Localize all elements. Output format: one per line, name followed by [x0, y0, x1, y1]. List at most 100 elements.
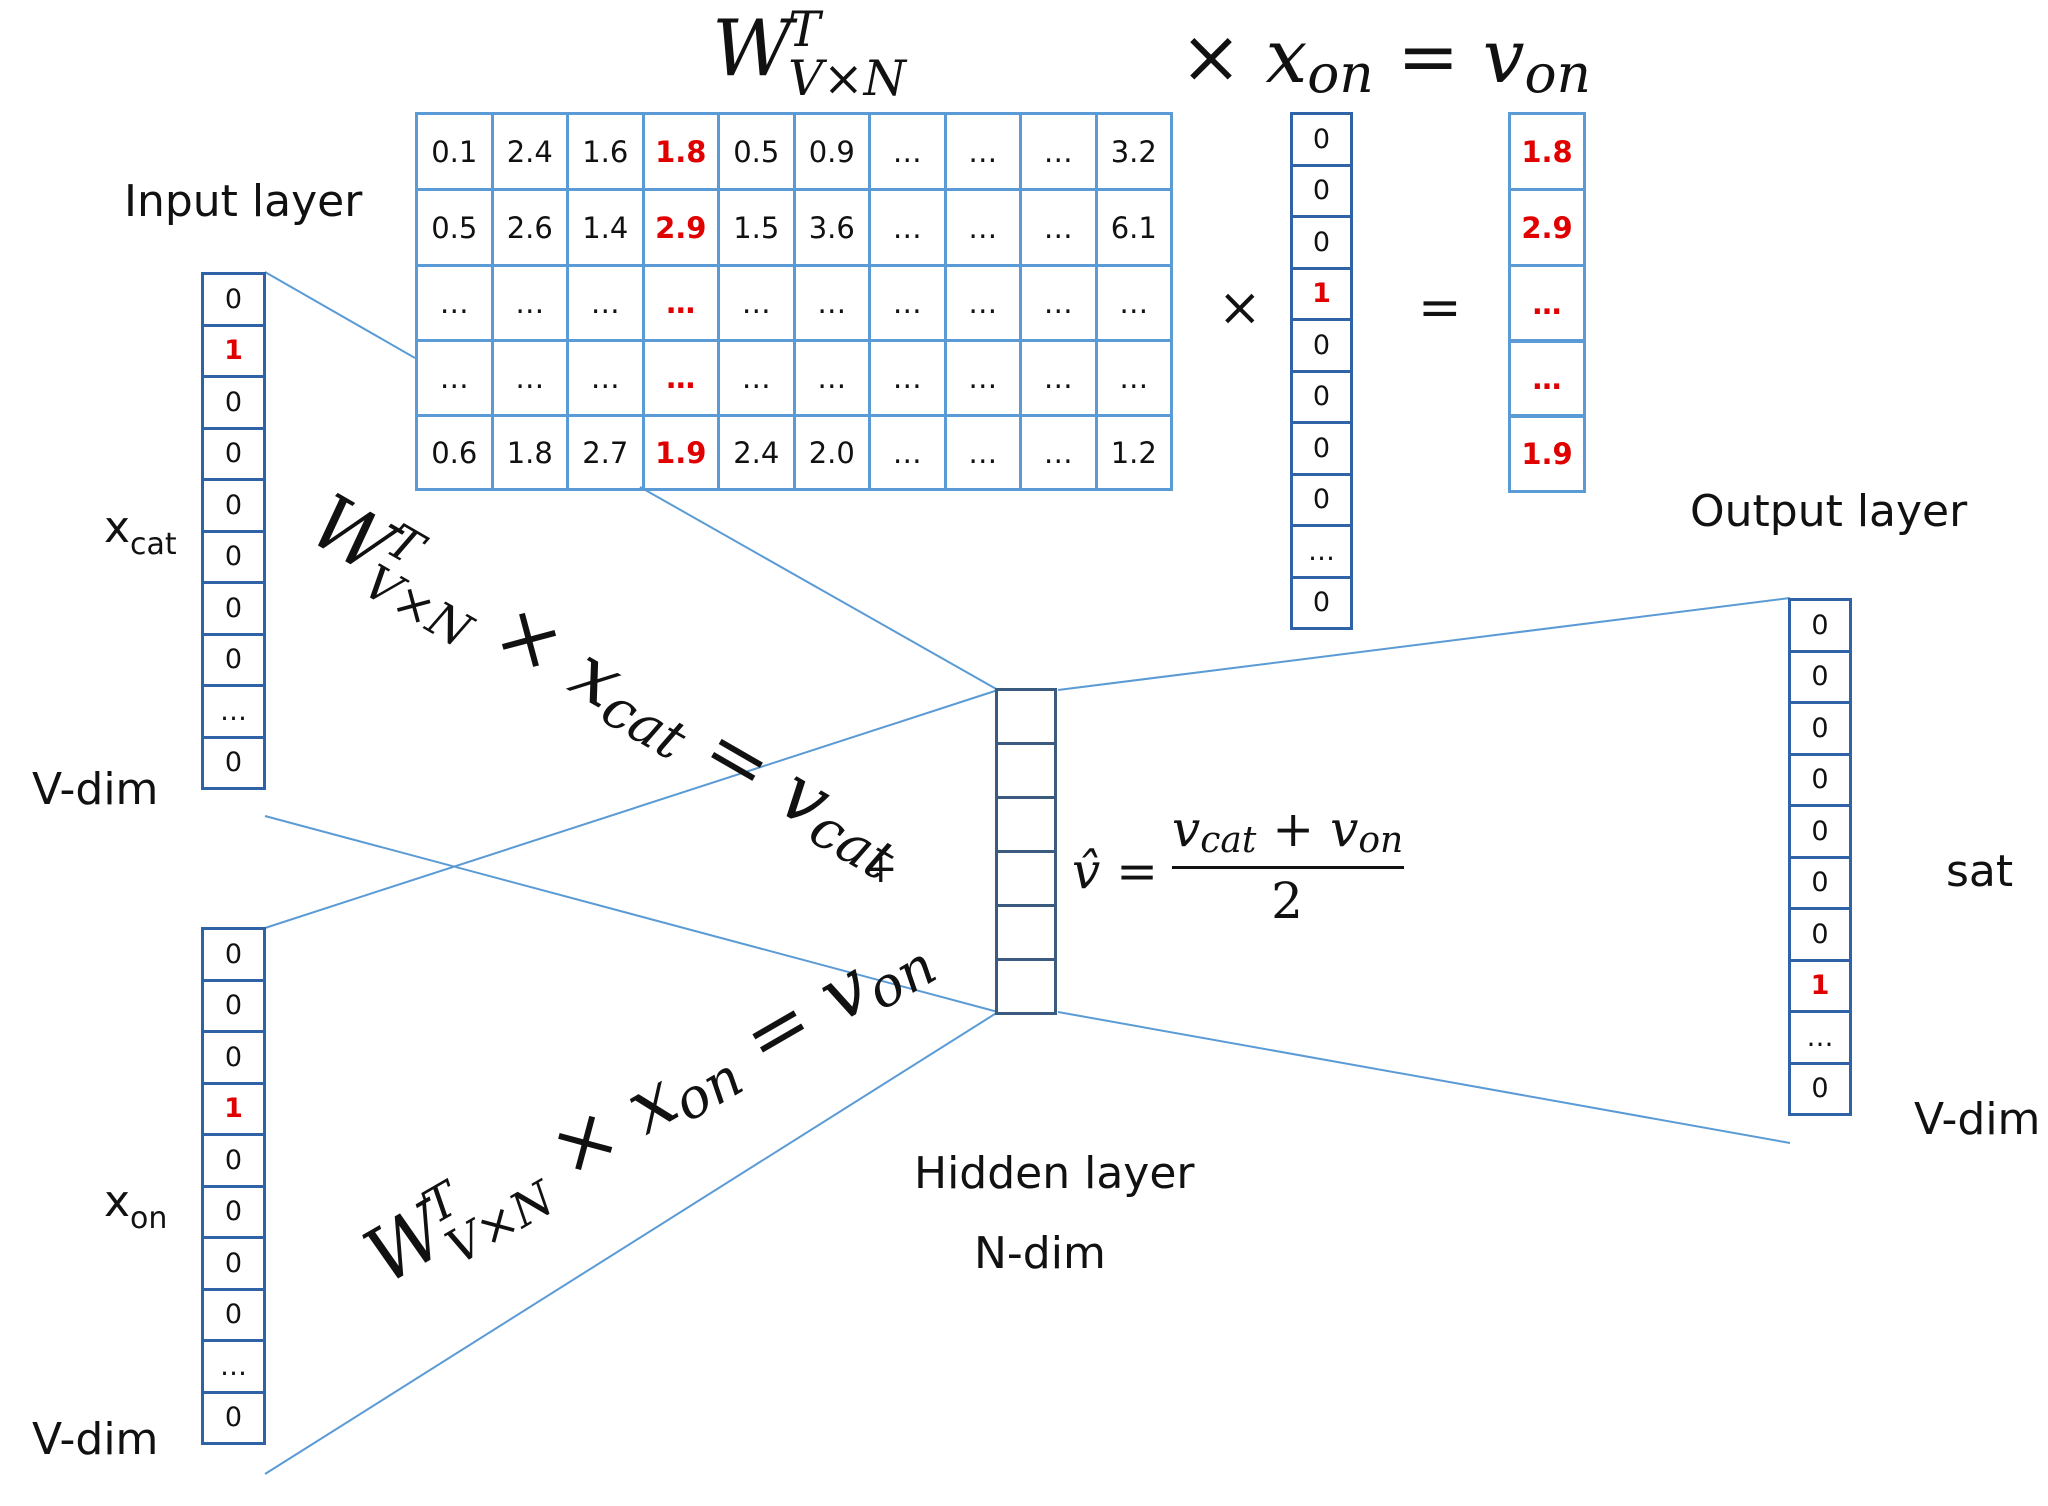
matrix-cell: 0.1 — [415, 112, 494, 191]
matrix-cell: … — [415, 264, 494, 342]
result-cell: 1.9 — [1508, 414, 1586, 493]
hidden-cell — [995, 904, 1057, 961]
matrix-cell: 2.7 — [566, 414, 645, 491]
n-dim-label: N-dim — [974, 1228, 1106, 1279]
v-dim-label-cat: V-dim — [32, 764, 159, 815]
matrix-cell: … — [490, 264, 569, 342]
matrix-cell: 3.6 — [792, 188, 871, 267]
output-cell: 0 — [1788, 907, 1852, 962]
input-layer-label: Input layer — [124, 176, 363, 227]
x-on-cell: 0 — [201, 1236, 266, 1291]
output-cell: … — [1788, 1010, 1852, 1065]
connector-line — [1057, 1011, 1791, 1144]
connector-line — [1057, 597, 1791, 691]
matrix-title: W T V×N — [712, 2, 906, 107]
matrix-cell: … — [566, 264, 645, 342]
output-word-label: sat — [1946, 846, 2014, 897]
matrix-cell: 1.5 — [717, 188, 796, 267]
matrix-cell: … — [943, 188, 1022, 267]
result-cell: 2.9 — [1508, 188, 1586, 267]
matrix-cell: 1.4 — [566, 188, 645, 267]
x-on-label: xon — [104, 1176, 168, 1236]
connector-line — [264, 689, 999, 929]
x-cat-cell: 0 — [201, 478, 266, 533]
x-on-cell: … — [201, 1339, 266, 1394]
x-on-cell: 0 — [201, 1390, 266, 1445]
connector-line — [264, 1011, 999, 1475]
matrix-cell: … — [868, 339, 947, 417]
output-cell: 1 — [1788, 958, 1852, 1013]
matrix-cell: 0.5 — [717, 112, 796, 191]
x-on-top-cell: 0 — [1290, 112, 1353, 167]
matrix-cell: 1.9 — [641, 414, 720, 491]
top-equation: × xon = von — [1180, 14, 1591, 105]
output-cell: 0 — [1788, 804, 1852, 859]
connector-line — [639, 486, 999, 691]
matrix-cell: … — [1094, 264, 1173, 342]
x-on-cell: 0 — [201, 1030, 266, 1085]
matrix-cell: … — [717, 339, 796, 417]
matrix-cell: … — [415, 339, 494, 417]
x-on-top-cell: 0 — [1290, 318, 1353, 373]
matrix-cell: 6.1 — [1094, 188, 1173, 267]
x-on-cell: 0 — [201, 1184, 266, 1239]
output-layer-label: Output layer — [1690, 486, 1968, 537]
output-cell: 0 — [1788, 649, 1852, 704]
hidden-cell — [995, 958, 1057, 1015]
x-on-top-cell: 0 — [1290, 575, 1353, 630]
x-on-top-cell: 0 — [1290, 421, 1353, 476]
matrix-cell: … — [717, 264, 796, 342]
x-cat-cell: 0 — [201, 735, 266, 790]
multiply-symbol: × — [1218, 278, 1262, 338]
x-cat-cell: 1 — [201, 323, 266, 378]
matrix-cell: … — [868, 414, 947, 491]
x-on-top-cell: … — [1290, 524, 1353, 579]
x-on-top-cell: 0 — [1290, 163, 1353, 218]
x-on-cell: 0 — [201, 1287, 266, 1342]
matrix-cell: … — [1019, 188, 1098, 267]
matrix-cell: 0.5 — [415, 188, 494, 267]
result-cell: … — [1508, 264, 1586, 343]
matrix-cell: … — [868, 188, 947, 267]
matrix-cell: 2.6 — [490, 188, 569, 267]
matrix-cell: 1.2 — [1094, 414, 1173, 491]
matrix-cell: 0.6 — [415, 414, 494, 491]
matrix-cell: 3.2 — [1094, 112, 1173, 191]
x-on-top-cell: 0 — [1290, 369, 1353, 424]
matrix-cell: … — [943, 414, 1022, 491]
matrix-cell: 1.8 — [641, 112, 720, 191]
matrix-cell: … — [943, 339, 1022, 417]
matrix-cell: … — [1019, 264, 1098, 342]
matrix-cell: 1.8 — [490, 414, 569, 491]
x-on-cell: 0 — [201, 927, 266, 982]
matrix-cell: … — [792, 339, 871, 417]
matrix-cell: 2.4 — [490, 112, 569, 191]
hidden-cell — [995, 796, 1057, 853]
equals-symbol: = — [1418, 278, 1462, 338]
matrix-cell: … — [641, 339, 720, 417]
average-denominator: 2 — [1271, 872, 1303, 930]
matrix-cell: 0.9 — [792, 112, 871, 191]
output-cell: 0 — [1788, 598, 1852, 653]
x-on-top-cell: 0 — [1290, 472, 1353, 527]
matrix-cell: … — [868, 264, 947, 342]
matrix-cell: … — [1019, 339, 1098, 417]
v-dim-label-output: V-dim — [1914, 1094, 2041, 1145]
x-on-cell: 0 — [201, 1133, 266, 1188]
connector-line — [264, 271, 416, 359]
output-cell: 0 — [1788, 1061, 1852, 1116]
x-cat-cell: 0 — [201, 375, 266, 430]
v-hat-lhs: v̂ = — [1072, 842, 1159, 900]
matrix-cell: … — [1094, 339, 1173, 417]
matrix-cell: … — [1019, 112, 1098, 191]
average-numerator: vcat + von — [1172, 800, 1404, 862]
plus-sign: + — [864, 846, 898, 892]
matrix-cell: … — [566, 339, 645, 417]
matrix-cell: 2.4 — [717, 414, 796, 491]
result-cell: 1.8 — [1508, 112, 1586, 191]
x-cat-cell: … — [201, 684, 266, 739]
output-cell: 0 — [1788, 855, 1852, 910]
matrix-cell: … — [641, 264, 720, 342]
